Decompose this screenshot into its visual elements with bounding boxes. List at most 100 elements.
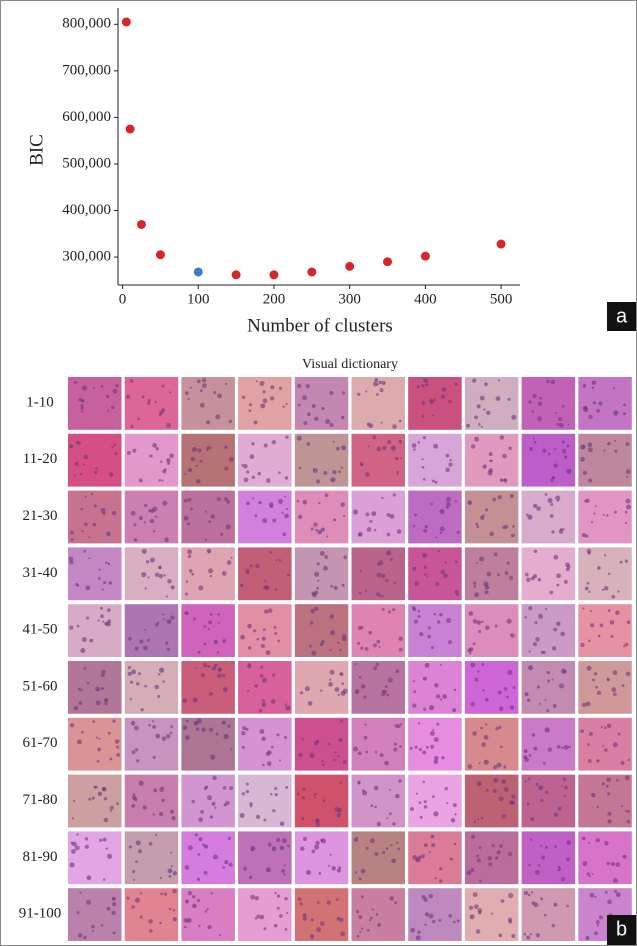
tile-texture (376, 383, 379, 386)
tile-texture (509, 575, 514, 580)
tile-texture (138, 849, 143, 854)
tile-texture (485, 625, 490, 631)
tile-texture (614, 889, 618, 893)
tile-texture (72, 799, 76, 803)
tile-texture (387, 610, 391, 614)
tile-texture (445, 453, 450, 458)
tile-texture (279, 914, 283, 918)
tile-texture (170, 725, 174, 729)
tile-texture (107, 853, 113, 859)
tile-texture (184, 865, 190, 870)
tile-texture (134, 725, 139, 731)
tile-texture (105, 847, 108, 850)
tile-texture (354, 689, 360, 694)
tile-texture (541, 855, 546, 860)
tile-texture (561, 404, 565, 408)
tile-texture (83, 549, 87, 553)
tile-texture (69, 625, 74, 630)
tile-texture (303, 836, 308, 841)
tile-texture (473, 585, 477, 588)
tile-texture (474, 592, 479, 598)
tile-texture (245, 782, 249, 786)
tile-texture (602, 513, 605, 516)
tile-texture (596, 408, 601, 413)
tile-texture (159, 921, 162, 925)
tile-texture (164, 537, 169, 543)
y-tick-label: 300,000 (62, 249, 111, 265)
tile-texture (607, 899, 612, 905)
tile-texture (97, 619, 100, 622)
tile-texture (321, 763, 325, 767)
tile-texture (551, 530, 555, 534)
tile-texture (324, 493, 329, 498)
tile-texture (152, 443, 157, 448)
tile-texture (208, 446, 212, 450)
tile-texture (385, 847, 389, 850)
tile-texture (284, 703, 287, 706)
tile-texture (452, 803, 457, 808)
tile-texture (90, 493, 94, 496)
tile-texture (417, 722, 421, 725)
tile-texture (104, 621, 109, 626)
tile-texture (207, 664, 211, 668)
tile-texture (298, 466, 302, 470)
tile-texture (169, 809, 174, 814)
tile-texture (584, 586, 589, 591)
tile-texture (116, 745, 120, 749)
tile-texture (312, 468, 318, 474)
tile-texture (80, 507, 84, 511)
tile-texture (116, 752, 121, 757)
tile-texture (214, 806, 217, 809)
tile-texture (160, 460, 163, 464)
tile-texture (135, 682, 140, 686)
tile-texture (342, 636, 347, 642)
tile-texture (364, 589, 368, 592)
tile-texture (297, 752, 303, 758)
tile-texture (364, 723, 367, 726)
tile-texture (424, 912, 430, 917)
tile-texture (152, 755, 156, 759)
tile-texture (314, 590, 319, 595)
tile-texture (585, 534, 589, 538)
tile-texture (166, 619, 172, 625)
tile-texture (546, 379, 551, 384)
tile-texture (69, 560, 74, 565)
tile-texture (183, 925, 187, 929)
tile-texture (393, 747, 398, 752)
tile-texture (365, 390, 368, 393)
tile-texture (111, 910, 116, 915)
tile-texture (76, 584, 80, 587)
tile-texture (511, 414, 517, 420)
tile-texture (253, 420, 258, 425)
tile-texture (75, 441, 79, 444)
tile-texture (215, 732, 219, 736)
tile-texture (488, 468, 493, 473)
tile-texture (556, 573, 561, 579)
tile-texture (210, 514, 215, 519)
tile-texture (476, 620, 482, 625)
tile-texture (147, 399, 151, 402)
tile-texture (341, 415, 345, 420)
tile-texture (453, 688, 457, 692)
tile-texture (316, 479, 321, 484)
tile-texture (95, 700, 101, 706)
tile-texture (606, 861, 610, 866)
tile-texture (204, 538, 208, 542)
tile-texture (301, 796, 306, 800)
tile-texture (435, 694, 441, 699)
image-tile (521, 717, 576, 771)
tile-texture (423, 800, 427, 804)
tile-texture (111, 510, 117, 516)
tile-texture (360, 625, 364, 629)
tile-texture (392, 608, 396, 612)
tile-texture (316, 562, 320, 566)
tile-texture (133, 538, 138, 542)
tile-texture (390, 843, 393, 847)
tile-texture (527, 514, 533, 520)
tile-texture (537, 401, 543, 406)
tile-texture (446, 617, 452, 624)
tile-texture (379, 388, 384, 393)
tile-texture (410, 927, 416, 933)
tile-texture (254, 917, 258, 920)
tile-texture (524, 780, 527, 783)
